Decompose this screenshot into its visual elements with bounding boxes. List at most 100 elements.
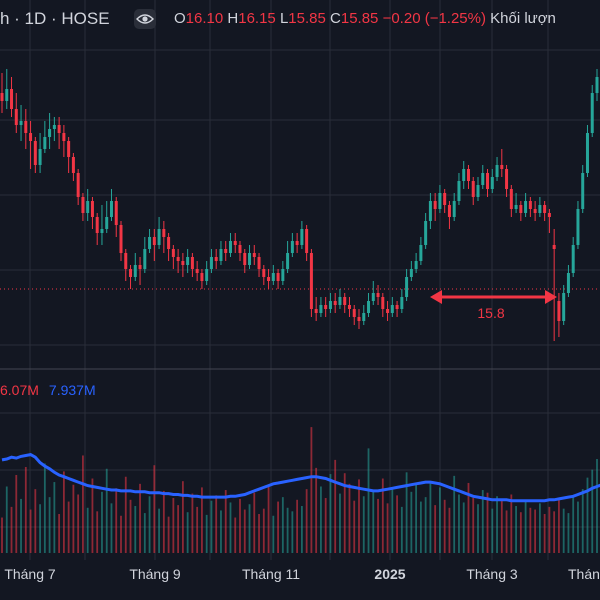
- candle: [257, 253, 261, 277]
- candle-body: [228, 241, 232, 253]
- volume-bar: [91, 478, 94, 553]
- candle: [509, 185, 513, 217]
- volume-bar: [220, 510, 222, 553]
- range-arrow-left-head: [430, 290, 442, 304]
- x-tick-label: Thán: [568, 566, 600, 582]
- candle-body: [86, 201, 90, 213]
- volume-bar: [53, 482, 56, 553]
- volume-bar: [158, 508, 160, 553]
- volume-bar: [15, 474, 18, 553]
- volume-bar: [458, 494, 460, 553]
- candle-body: [476, 185, 480, 197]
- candle: [219, 241, 223, 265]
- volume-bar: [101, 491, 103, 553]
- volume-bar: [120, 515, 122, 553]
- candle-body: [290, 241, 294, 253]
- candle-body: [471, 181, 475, 197]
- volume-bar: [172, 498, 175, 553]
- candle: [538, 197, 542, 217]
- volume-bar: [362, 496, 365, 553]
- candle-body: [43, 137, 47, 149]
- volume-bar: [177, 505, 180, 553]
- candle-body: [547, 213, 551, 217]
- candle-body: [357, 317, 361, 321]
- candle: [428, 193, 432, 229]
- candle-body: [105, 217, 109, 229]
- candle-body: [376, 293, 380, 297]
- candle: [390, 297, 394, 317]
- volume-bar: [48, 497, 51, 553]
- volume-bar: [29, 509, 32, 553]
- candle-body: [148, 237, 152, 249]
- volume-bar: [229, 502, 232, 553]
- range-arrow-right-head: [545, 290, 557, 304]
- candle: [157, 217, 161, 249]
- candle-body: [576, 209, 580, 245]
- volume-bar: [515, 506, 517, 553]
- candle-body: [167, 237, 171, 249]
- volume-bar: [291, 511, 294, 553]
- volume-bar: [234, 517, 237, 553]
- candle: [109, 189, 113, 221]
- candle-body: [5, 89, 9, 101]
- candle: [71, 153, 75, 181]
- eye-icon[interactable]: [134, 9, 156, 29]
- candle-body: [181, 261, 185, 265]
- candle-body: [457, 181, 461, 201]
- candle-body: [162, 229, 166, 237]
- candle: [333, 293, 337, 313]
- volume-bar: [348, 483, 351, 553]
- candle: [585, 125, 589, 177]
- volume-bar: [510, 494, 513, 553]
- volume-bar: [529, 507, 532, 553]
- candle-body: [214, 257, 218, 261]
- volume-bar: [105, 468, 108, 553]
- candle: [305, 225, 309, 261]
- x-tick-label: Tháng 9: [129, 566, 181, 582]
- candle-body: [486, 173, 490, 189]
- volume-bar: [77, 494, 80, 553]
- candle: [181, 253, 185, 277]
- candle: [214, 249, 218, 269]
- candle-body: [224, 249, 228, 253]
- volume-bar: [300, 506, 303, 553]
- range-annotation: 15.8: [430, 290, 557, 321]
- candle: [347, 297, 351, 317]
- candle-body: [195, 269, 199, 273]
- symbol-title[interactable]: h · 1D · HOSE: [0, 9, 110, 28]
- volume-bar: [58, 513, 61, 553]
- volume-bar: [472, 498, 475, 553]
- volume-bar: [558, 498, 560, 553]
- volume-bar: [210, 500, 213, 553]
- volume-bar: [505, 510, 508, 553]
- high-value: 16.15: [238, 10, 276, 27]
- volume-bar: [239, 498, 241, 553]
- candle-body: [409, 269, 413, 277]
- candle-body: [114, 201, 118, 225]
- candle-body: [171, 249, 175, 257]
- candle: [43, 121, 47, 153]
- volume-bar: [386, 503, 389, 553]
- volume-bar: [500, 500, 503, 553]
- volume-bar: [224, 490, 227, 553]
- candle-body: [81, 197, 85, 213]
- low-value: 15.85: [288, 10, 326, 27]
- volume-bar: [391, 488, 394, 553]
- volume-bar: [10, 506, 13, 553]
- candle-body: [500, 165, 504, 169]
- candle-body: [400, 297, 404, 309]
- candle: [271, 265, 275, 285]
- candle: [495, 157, 499, 181]
- candle-body: [343, 297, 347, 305]
- candle-body: [205, 269, 209, 281]
- volume-bar: [305, 489, 308, 553]
- candle: [486, 169, 490, 197]
- candle-body: [57, 125, 61, 133]
- volume-bar: [153, 465, 156, 553]
- volume-bar: [277, 501, 279, 553]
- volume-bar: [534, 509, 537, 553]
- candle: [295, 233, 299, 253]
- candle-body: [238, 245, 242, 253]
- candle: [190, 253, 194, 277]
